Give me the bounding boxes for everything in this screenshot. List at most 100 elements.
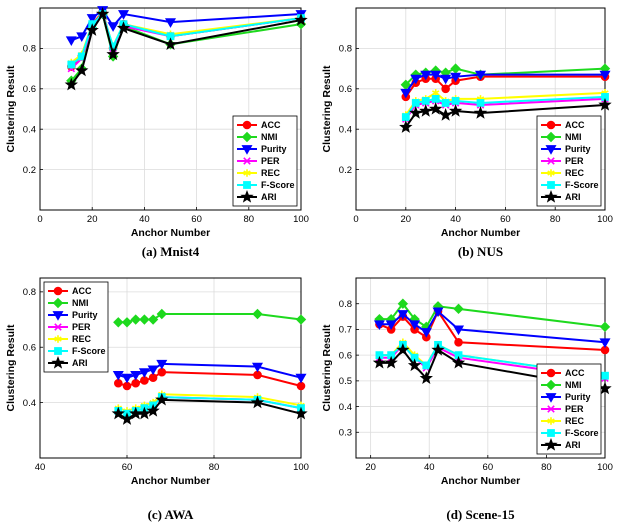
legend-label: NMI (72, 298, 89, 308)
data-point (431, 343, 445, 356)
legend-marker (241, 131, 253, 143)
chart-panel-2: 0 20 40 60 80 100 0.2 0.4 0.6 0.8 Anchor Number Clu… (321, 7, 613, 259)
legend-label: Purity (72, 310, 98, 320)
data-point (476, 99, 485, 107)
legend-marker (52, 311, 64, 321)
legend-marker (54, 347, 62, 355)
legend-marker (547, 417, 555, 425)
data-point (146, 403, 160, 417)
data-point (409, 106, 423, 119)
data-point (448, 104, 463, 117)
data-point (431, 94, 440, 103)
series-ari (399, 97, 612, 133)
data-point (419, 371, 433, 384)
y-tick-label: 0.8 (23, 287, 36, 298)
data-point (137, 406, 152, 420)
series-line (70, 11, 302, 86)
y-tick-label: 0.6 (23, 84, 36, 95)
legend: ACC NMI Purity PER REC F-Score ARI (43, 281, 109, 373)
data-point (372, 355, 387, 369)
data-point (438, 108, 453, 121)
series-nmi (113, 308, 307, 328)
data-point (384, 355, 398, 369)
y-tick-label: 0.4 (23, 398, 36, 409)
legend: ACC NMI Purity PER REC F-Score ARI (232, 115, 298, 207)
y-tick-label: 0.2 (339, 165, 352, 176)
x-tick-label: 100 (293, 462, 309, 473)
data-point (116, 21, 131, 34)
data-point (296, 381, 306, 391)
data-point (419, 104, 433, 117)
legend-label: NMI (565, 132, 582, 142)
legend-label: PER (261, 156, 280, 166)
data-point (67, 60, 76, 69)
data-point (429, 101, 443, 115)
data-point (420, 70, 432, 81)
legend-label: ARI (72, 358, 88, 368)
y-tick-label: 0.8 (339, 299, 352, 310)
legend-label: ARI (565, 440, 581, 450)
data-point (85, 23, 99, 36)
x-tick-label: 40 (35, 462, 46, 473)
y-tick-label: 0.6 (23, 343, 36, 354)
legend-marker (544, 437, 558, 451)
data-point (121, 317, 133, 328)
legend: ACC NMI Purity PER REC F-Score ARI (536, 363, 602, 455)
data-point (138, 368, 150, 378)
data-point (140, 376, 149, 385)
y-tick-label: 0.2 (23, 165, 36, 176)
x-axis-label: Anchor Number (131, 227, 210, 239)
x-tick-label: 80 (550, 214, 561, 225)
data-point (474, 70, 487, 81)
legend-label: ACC (565, 120, 585, 130)
data-point (432, 307, 444, 318)
legend-label: ACC (261, 120, 281, 130)
legend-label: F-Score (72, 346, 106, 356)
chart-panel-3: 40 60 80 100 0.4 0.6 0.8 Anchor Number Clusterin… (5, 277, 309, 522)
legend-label: F-Score (565, 180, 599, 190)
data-point (155, 392, 169, 406)
y-tick-label: 0.4 (339, 125, 352, 136)
series-ari (111, 392, 308, 425)
series-line (70, 12, 302, 66)
data-point (295, 373, 307, 384)
data-point (440, 74, 452, 85)
x-tick-label: 40 (450, 214, 461, 225)
data-point (164, 18, 177, 28)
x-tick-label: 80 (244, 214, 255, 225)
x-tick-label: 100 (293, 214, 309, 225)
data-point (131, 378, 140, 388)
y-tick-label: 0.7 (339, 325, 352, 336)
data-point (64, 77, 78, 91)
x-tick-label: 0 (37, 214, 42, 225)
x-tick-label: 60 (500, 214, 511, 225)
legend-label: PER (565, 404, 584, 414)
data-point (75, 63, 89, 77)
data-point (373, 320, 385, 330)
data-point (251, 362, 264, 373)
data-point (147, 314, 159, 325)
legend-marker (243, 157, 251, 165)
x-tick-label: 20 (401, 214, 412, 225)
series-f-score (375, 340, 609, 380)
legend-label: REC (261, 168, 281, 178)
data-point (450, 72, 462, 83)
data-point (420, 328, 432, 338)
legend-marker (545, 131, 557, 143)
data-point (253, 370, 262, 380)
data-point (114, 378, 123, 388)
data-point (139, 314, 150, 325)
legend-marker (545, 393, 557, 403)
legend: ACC NMI Purity PER REC F-Score ARI (536, 115, 602, 207)
data-point (599, 338, 611, 348)
data-point (410, 74, 422, 85)
legend-label: F-Score (565, 428, 599, 438)
axes-box (39, 277, 302, 459)
data-point (294, 13, 308, 26)
data-point (441, 99, 450, 107)
legend-marker (546, 368, 556, 378)
data-point (130, 314, 141, 325)
x-tick-label: 0 (353, 214, 358, 225)
data-point (111, 406, 125, 420)
legend-marker (547, 405, 555, 413)
